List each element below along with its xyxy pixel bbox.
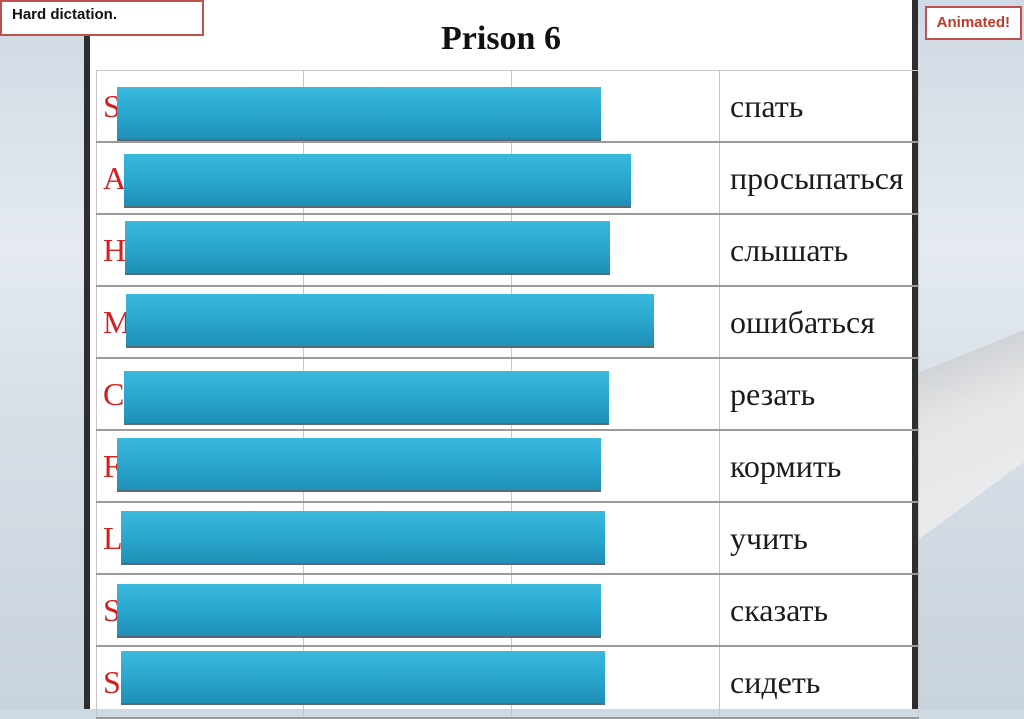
answer-cover-bar[interactable] <box>124 371 609 425</box>
russian-word: спать <box>719 70 919 143</box>
russian-word: просыпаться <box>719 141 919 215</box>
answer-cover-bar[interactable] <box>125 221 610 275</box>
answer-cover-bar[interactable] <box>117 87 601 141</box>
russian-word: сидеть <box>719 645 919 719</box>
answer-cover-bar[interactable] <box>126 294 654 348</box>
slide-title: Prison 6 <box>441 20 561 57</box>
russian-word: учить <box>719 501 919 575</box>
russian-word: кормить <box>719 429 919 503</box>
russian-word: резать <box>719 357 919 431</box>
answer-cover-bar[interactable] <box>117 584 601 638</box>
hard-dictation-label: Hard dictation. <box>0 0 204 36</box>
animated-label: Animated! <box>924 6 1022 40</box>
answer-cover-bar[interactable] <box>124 154 631 208</box>
background-building-shape <box>904 330 1024 550</box>
russian-word: ошибаться <box>719 285 919 359</box>
answer-cover-bar[interactable] <box>121 651 605 705</box>
russian-word: слышать <box>719 213 919 287</box>
answer-cover-bar[interactable] <box>121 511 605 565</box>
answer-cover-bar[interactable] <box>117 438 601 492</box>
russian-word: сказать <box>719 573 919 647</box>
